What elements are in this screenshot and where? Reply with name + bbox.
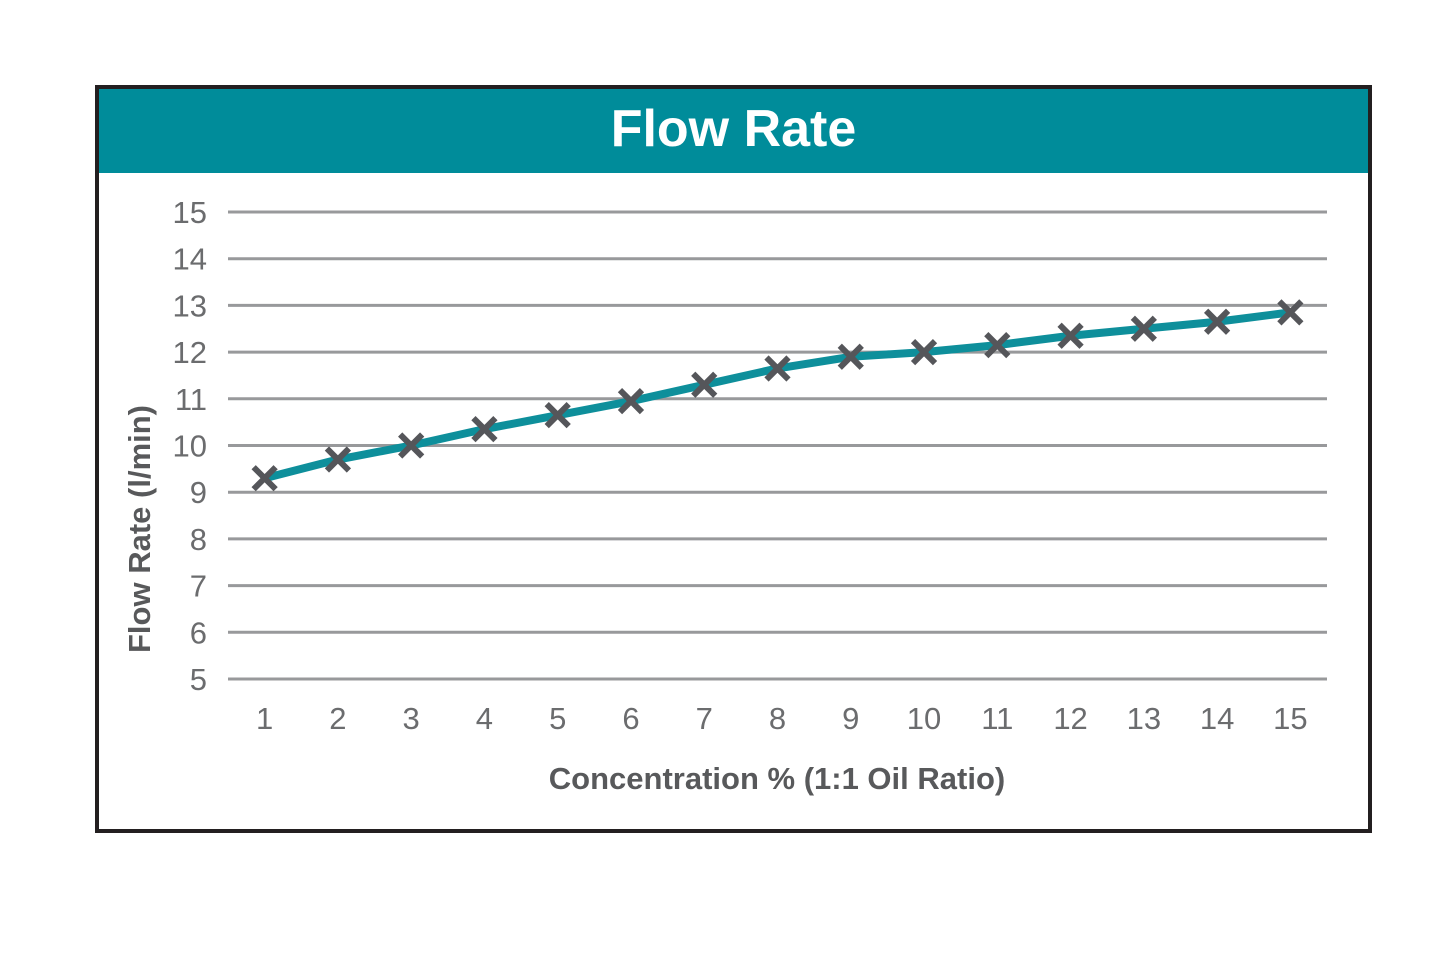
x-tick-label: 6 xyxy=(622,701,639,736)
y-tick-label: 14 xyxy=(173,242,207,277)
y-tick-label: 10 xyxy=(173,429,207,464)
x-tick-label: 11 xyxy=(981,701,1013,736)
y-tick-label: 13 xyxy=(173,288,207,323)
data-point-markers xyxy=(251,299,1304,492)
y-tick-label: 9 xyxy=(190,475,207,510)
chart-header: Flow Rate xyxy=(99,89,1368,173)
x-tick-label: 7 xyxy=(696,701,713,736)
y-tick-label: 12 xyxy=(173,335,207,370)
x-axis-title: Concentration % (1:1 Oil Ratio) xyxy=(548,761,1006,796)
y-tick-label: 7 xyxy=(190,569,207,604)
x-tick-label: 8 xyxy=(769,701,786,736)
y-tick-label: 15 xyxy=(173,195,207,230)
x-tick-label: 5 xyxy=(549,701,566,736)
y-tick-label: 8 xyxy=(190,522,207,557)
x-tick-label: 1 xyxy=(256,701,273,736)
x-tick-label: 12 xyxy=(1053,701,1087,736)
x-tick-label: 13 xyxy=(1127,701,1161,736)
chart-frame: Flow Rate 5 6 7 8 9 10 11 12 13 14 15 1 2 3 4 5 6 7 8 9 10 11… xyxy=(95,85,1372,833)
y-tick-label: 6 xyxy=(190,615,207,650)
x-tick-label: 3 xyxy=(403,701,420,736)
x-tick-label: 4 xyxy=(476,701,493,736)
x-tick-label: 14 xyxy=(1200,701,1234,736)
y-axis-title: Flow Rate (l/min) xyxy=(122,405,157,653)
x-tick-label: 10 xyxy=(907,701,941,736)
x-tick-label: 15 xyxy=(1273,701,1307,736)
x-tick-label: 9 xyxy=(842,701,859,736)
y-tick-label: 5 xyxy=(190,662,207,697)
chart-title: Flow Rate xyxy=(610,100,857,158)
x-tick-label: 2 xyxy=(329,701,346,736)
y-tick-label: 11 xyxy=(175,382,207,417)
